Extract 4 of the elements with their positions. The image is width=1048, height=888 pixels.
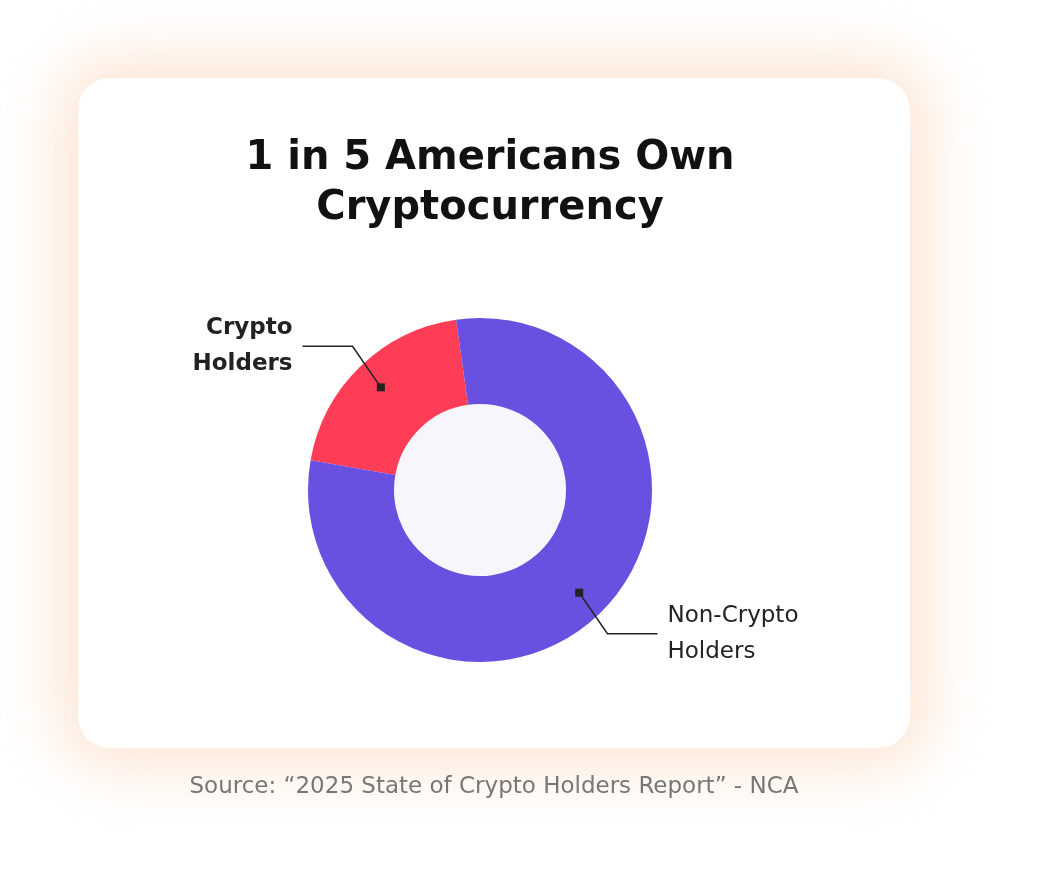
chart-title: 1 in 5 Americans Own Cryptocurrency (244, 131, 736, 230)
slice-label: Non-Crypto Holders (667, 600, 799, 663)
slice-label: Crypto Holders (192, 313, 293, 376)
source-note: Source: “2025 State of Crypto Holders Report” - NCA (188, 772, 800, 798)
